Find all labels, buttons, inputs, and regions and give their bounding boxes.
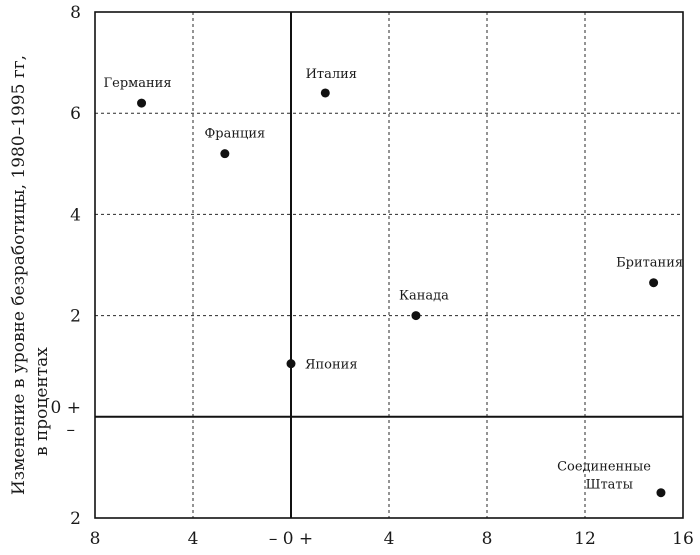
y-tick-label: 8 (70, 3, 81, 23)
x-tick-label: 12 (574, 529, 596, 549)
x-tick-label: – 0 + (269, 529, 313, 549)
point-label: Япония (305, 358, 358, 373)
data-point (220, 149, 230, 159)
x-tick-label: 4 (384, 529, 395, 549)
y-tick-label: 2 (70, 509, 81, 529)
y-axis-label: Изменение в уровне безработицы, 1980–199… (9, 55, 52, 495)
x-tick-label: 16 (672, 529, 694, 549)
y-tick-label: 4 (70, 205, 81, 225)
grid-lines (95, 12, 683, 518)
y-tick-label-minus: – (67, 420, 76, 440)
point-label: Италия (306, 67, 357, 82)
point-label: Канада (399, 289, 449, 304)
data-point (649, 278, 659, 288)
point-label: Соединенные (557, 460, 651, 475)
data-point (656, 488, 666, 498)
data-point (320, 88, 330, 98)
zero-axes (95, 12, 683, 518)
data-points: Германия Франция Италия Канада Япония Британи… (104, 67, 683, 498)
plot-frame (94, 11, 684, 519)
point-label: Штаты (586, 478, 633, 493)
data-point (137, 98, 147, 108)
point-label: Британия (616, 256, 683, 271)
data-point (286, 359, 296, 369)
y-tick-label-zero: 0 + (51, 398, 81, 418)
tick-labels: 8 4 – 0 + 4 8 12 16 8 6 4 2 2 0 +– (51, 3, 694, 549)
y-axis-label-line1: Изменение в уровне безработицы, 1980–199… (9, 55, 29, 495)
x-tick-label: 8 (482, 529, 493, 549)
point-label: Франция (204, 127, 265, 142)
y-axis-label-line2: в процентах (32, 347, 52, 456)
y-tick-label: 6 (70, 104, 81, 124)
data-point (411, 311, 421, 321)
point-label: Германия (104, 76, 172, 91)
x-tick-label: 8 (90, 529, 101, 549)
y-tick-label: 2 (70, 307, 81, 327)
x-tick-label: 4 (188, 529, 199, 549)
